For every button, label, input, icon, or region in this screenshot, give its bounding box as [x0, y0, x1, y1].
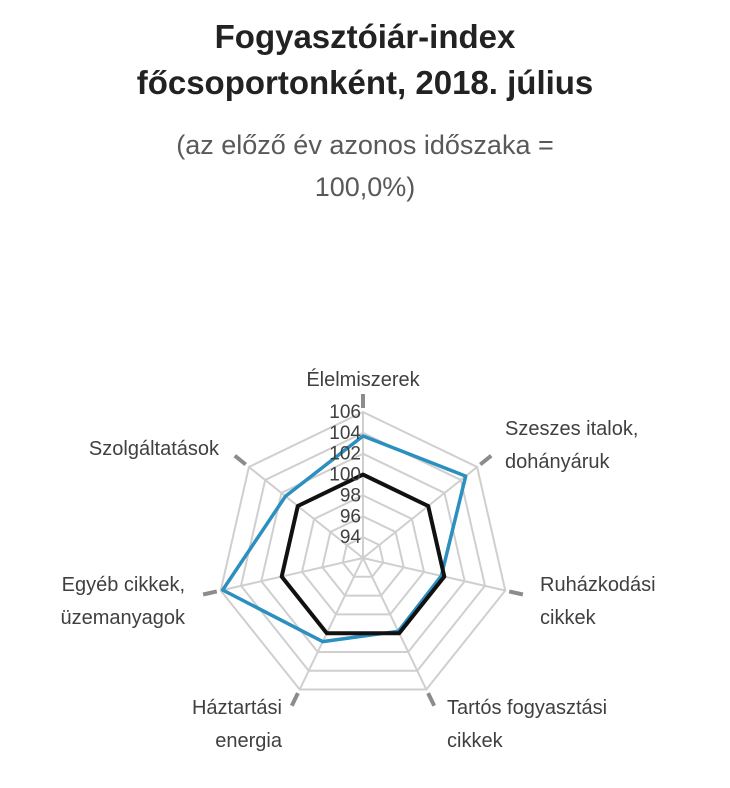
- series-1-line: [220, 434, 468, 644]
- grid-ring-98: [300, 494, 426, 616]
- radial-tick-label: 106: [329, 402, 361, 423]
- category-label-line: energia: [215, 730, 283, 752]
- grid-spoke: [298, 557, 364, 690]
- category-label-line: Tartós fogyasztási: [447, 697, 607, 719]
- category-label-line: Háztartási: [192, 697, 282, 719]
- radial-tick-label: 102: [329, 444, 361, 465]
- grid-spoke: [362, 557, 506, 592]
- grid-ring-106: [219, 410, 507, 691]
- radial-tick-label: 98: [340, 485, 361, 506]
- category-label-line: cikkek: [540, 607, 597, 629]
- axis-tick-mark: [202, 589, 218, 597]
- category-label: Élelmiszerek: [306, 368, 420, 391]
- category-label-line: üzemanyagok: [60, 607, 186, 629]
- category-label-line: Szeszes italok,: [505, 418, 638, 440]
- axis-tick-mark: [233, 454, 247, 467]
- grid-ring-94: [341, 535, 385, 578]
- category-label: Egyéb cikkek, üzemanyagok: [60, 574, 186, 629]
- category-label-line: Élelmiszerek: [306, 368, 420, 391]
- grid-spoke: [362, 466, 478, 559]
- category-label: Tartós fogyasztási cikkek: [447, 697, 607, 752]
- chart-title-line-2: főcsoportonként, 2018. július: [136, 64, 594, 101]
- chart-title: Fogyasztóiár-index főcsoportonként, 2018…: [0, 14, 730, 106]
- radial-tick-label: 96: [340, 506, 361, 527]
- radial-tick-label: 104: [329, 423, 361, 444]
- category-label-line: Egyéb cikkek,: [62, 574, 185, 596]
- grid-spoke: [220, 557, 364, 592]
- series-2-line: [279, 472, 447, 636]
- radial-tick-label: 94: [340, 527, 362, 548]
- category-label: Szeszes italok, dohányáruk: [505, 418, 638, 473]
- grid-spoke: [248, 466, 364, 559]
- grid-ring-104: [239, 431, 487, 672]
- axis-tick-marks: [202, 394, 524, 707]
- category-labels: Élelmiszerek Szeszes italok, dohányáruk Ruh…: [60, 368, 655, 752]
- chart-subtitle-line-1: (az előző év azonos időszaka =: [176, 130, 554, 160]
- chart-title-line-1: Fogyasztóiár-index: [214, 18, 516, 55]
- category-label: Ruházkodási cikkek: [540, 574, 656, 629]
- radar-grid: [219, 410, 507, 691]
- chart-subtitle-line-2: 100,0%): [314, 172, 416, 202]
- category-label-line: dohányáruk: [505, 451, 611, 473]
- axis-tick-mark: [426, 692, 437, 707]
- category-label-line: cikkek: [447, 730, 504, 752]
- axis-tick-mark: [289, 692, 300, 707]
- category-label-line: Ruházkodási: [540, 574, 656, 596]
- series-layer: [220, 434, 468, 644]
- radial-tick-label: 100: [329, 465, 361, 486]
- grid-spoke: [362, 557, 428, 690]
- category-label-line: Szolgáltatások: [89, 438, 220, 460]
- axis-tick-mark: [508, 589, 524, 597]
- grid-ring-96: [321, 515, 405, 597]
- category-label: Szolgáltatások: [89, 438, 220, 460]
- chart-subtitle: (az előző év azonos időszaka = 100,0%): [0, 124, 730, 208]
- axis-tick-mark: [479, 454, 493, 467]
- category-label: Háztartási energia: [192, 697, 283, 752]
